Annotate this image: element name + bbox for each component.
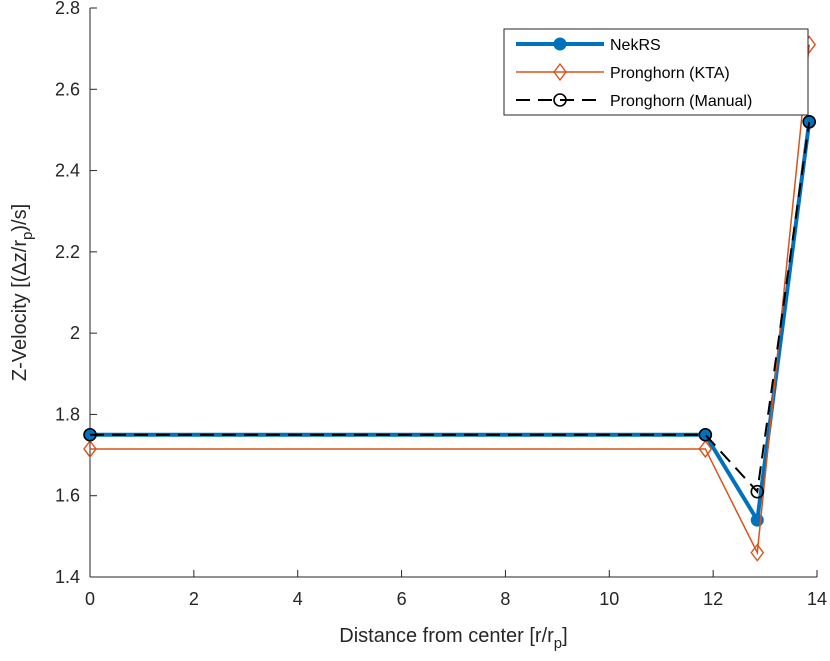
x-tick-label: 14 — [807, 589, 827, 609]
series-pronghorn-manual- — [83, 115, 817, 499]
y-tick-label: 2 — [70, 323, 80, 343]
legend-entry-label: Pronghorn (KTA) — [610, 65, 730, 82]
x-tick-label: 2 — [189, 589, 199, 609]
legend-marker — [553, 37, 567, 51]
y-tick-label: 2.4 — [55, 161, 80, 181]
x-tick-label: 4 — [293, 589, 303, 609]
data-point — [698, 427, 713, 442]
x-tick-label: 0 — [85, 589, 95, 609]
data-point — [83, 439, 97, 459]
data-point — [802, 115, 817, 129]
y-tick-label: 2.2 — [55, 242, 80, 262]
series-layer — [83, 35, 817, 562]
legend-marker — [553, 93, 567, 107]
data-point — [698, 439, 713, 459]
data-point — [83, 427, 97, 442]
legend-entry-label: Pronghorn (Manual) — [610, 93, 752, 110]
series-line — [90, 44, 810, 556]
x-tick-label: 8 — [500, 589, 510, 609]
y-tick-label: 2.6 — [55, 79, 80, 99]
y-tick-label: 1.8 — [55, 404, 80, 424]
legend-marker — [553, 62, 567, 82]
axes: 0 2 4 6 8 10 12 14 1.4 1.6 1.8 2 2.2 2.4 2.6 2.8 — [55, 0, 827, 609]
data-point — [750, 484, 765, 499]
y-axis-label: Z-Velocity [(Δz/rp)/s] — [9, 204, 36, 381]
series-line — [90, 121, 812, 526]
y-tick-label: 1.4 — [55, 567, 80, 587]
y-tick-label: 1.6 — [55, 486, 80, 506]
legend-entry-label: NekRS — [610, 37, 661, 54]
x-axis-label: Distance from center [r/rp] — [339, 625, 567, 652]
x-tick-label: 12 — [703, 589, 723, 609]
x-tick-label: 6 — [397, 589, 407, 609]
y-tick-label: 2.8 — [55, 0, 80, 18]
data-point — [750, 543, 765, 562]
x-tick-label: 10 — [599, 589, 619, 609]
legend: NekRS Pronghorn (KTA) Pronghorn (Manual) — [503, 28, 809, 116]
